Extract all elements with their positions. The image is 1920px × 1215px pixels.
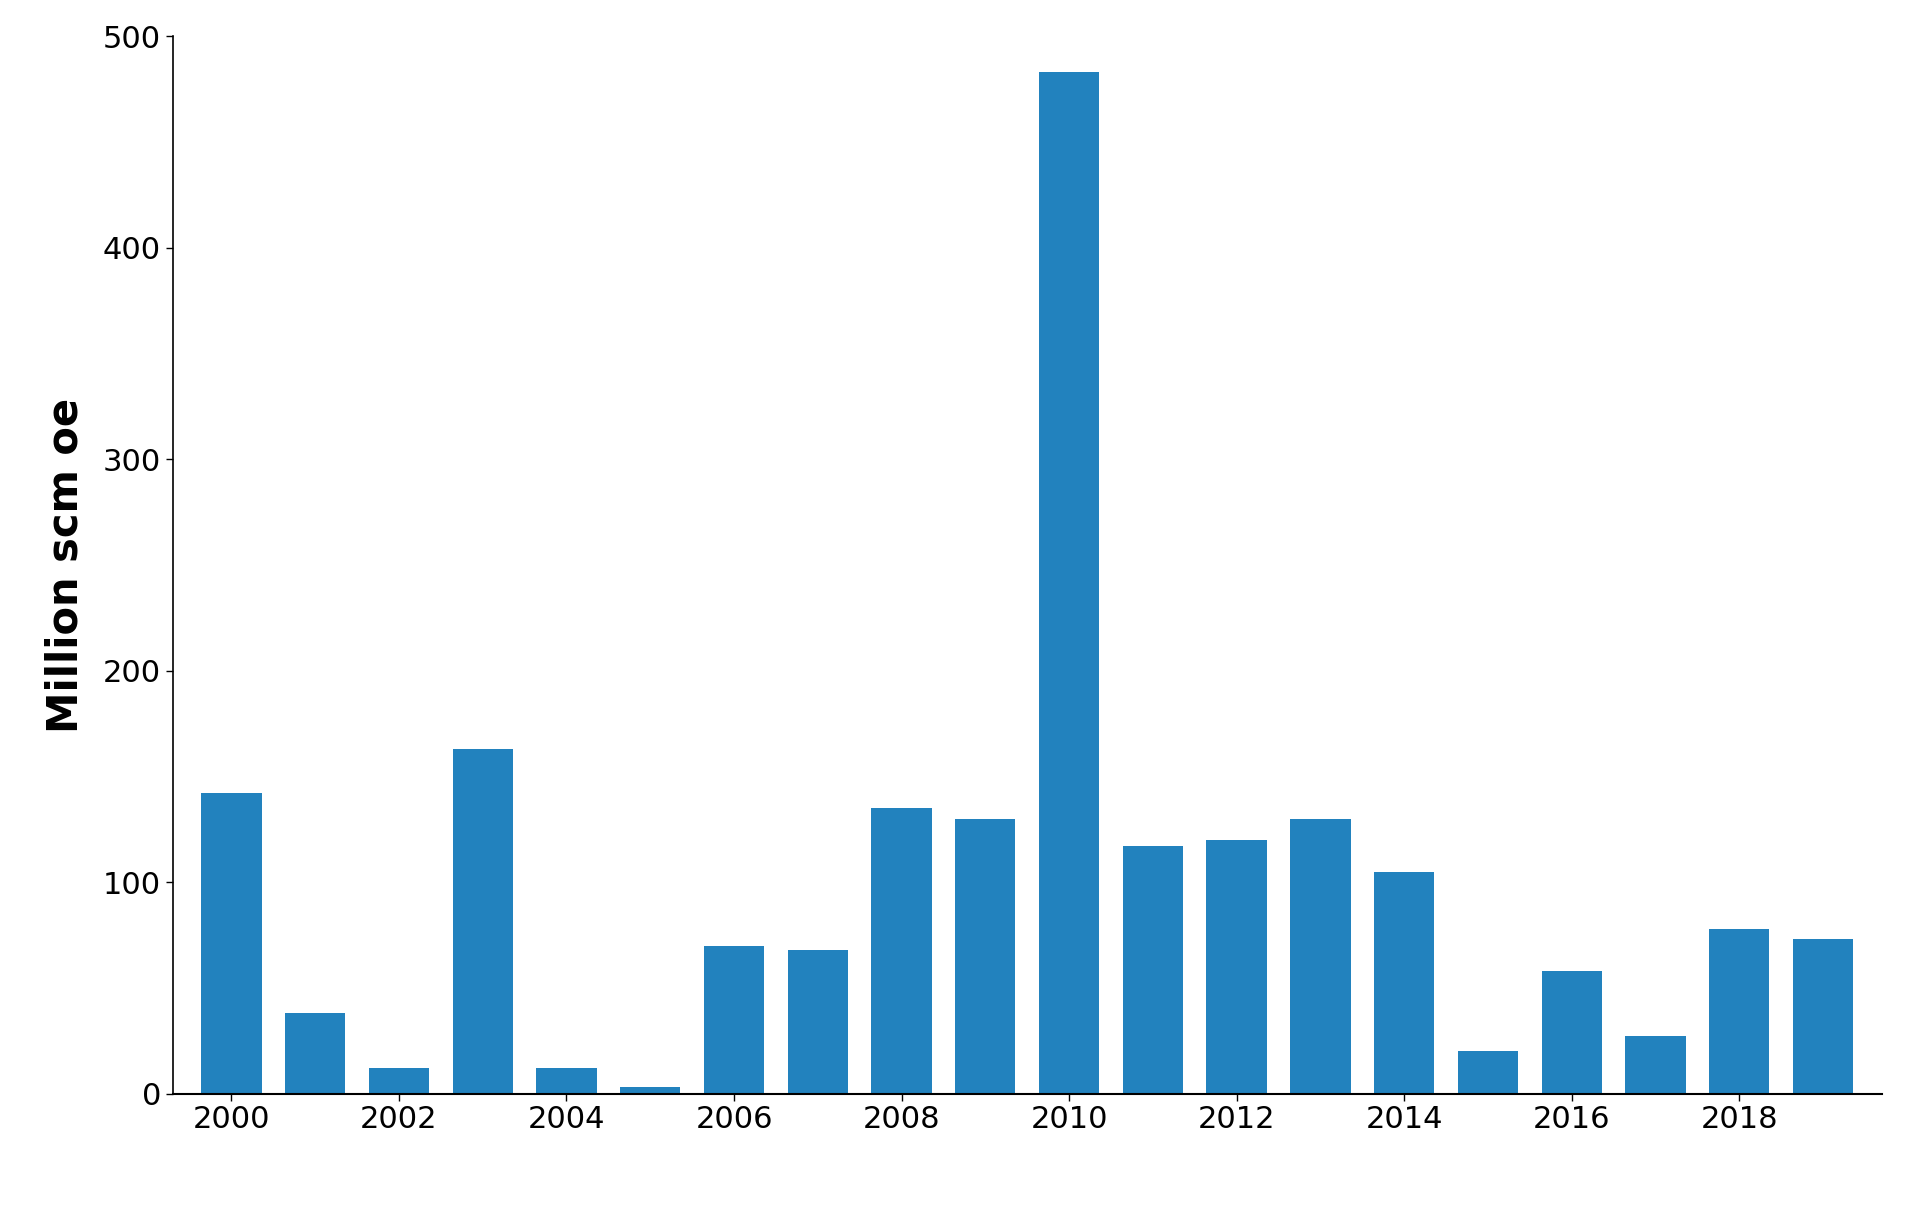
Bar	[1457, 1051, 1519, 1094]
Bar	[1123, 846, 1183, 1094]
Bar	[954, 819, 1016, 1094]
Bar	[284, 1013, 346, 1094]
Y-axis label: Million scm oe: Million scm oe	[44, 397, 86, 733]
Bar	[1290, 819, 1350, 1094]
Bar	[369, 1068, 428, 1094]
Bar	[536, 1068, 597, 1094]
Bar	[872, 808, 931, 1094]
Bar	[787, 950, 849, 1094]
Bar	[620, 1087, 680, 1094]
Bar	[1375, 871, 1434, 1094]
Bar	[1206, 840, 1267, 1094]
Bar	[1709, 928, 1770, 1094]
Bar	[1793, 939, 1853, 1094]
Bar	[1542, 971, 1601, 1094]
Bar	[1624, 1036, 1686, 1094]
Bar	[705, 945, 764, 1094]
Bar	[202, 793, 261, 1094]
Bar	[1039, 73, 1100, 1094]
Bar	[453, 748, 513, 1094]
